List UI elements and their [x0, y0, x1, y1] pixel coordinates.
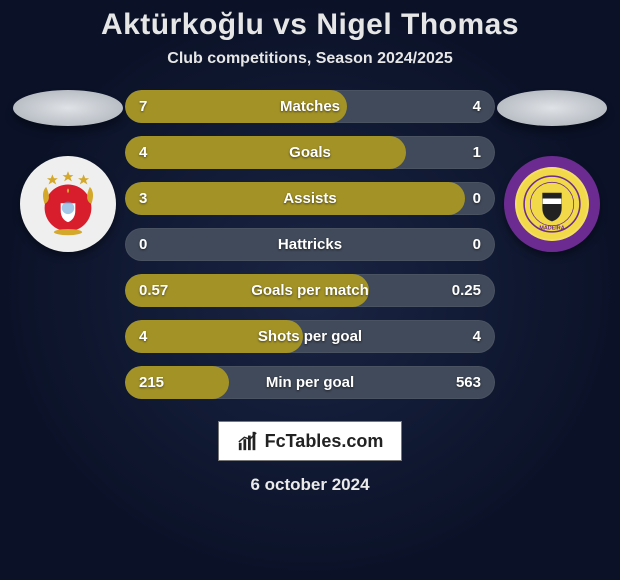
- stat-label: Shots per goal: [125, 328, 495, 345]
- stat-label: Hattricks: [125, 236, 495, 253]
- stat-row: 4Shots per goal4: [125, 320, 495, 353]
- stat-right-value: 0.25: [438, 282, 495, 299]
- stat-row: 4Goals1: [125, 136, 495, 169]
- page-title: Aktürkoğlu vs Nigel Thomas: [101, 8, 519, 42]
- brand-box[interactable]: FcTables.com: [218, 421, 403, 461]
- stat-label: Goals: [125, 144, 495, 161]
- stat-right-value: 4: [459, 328, 495, 345]
- svg-text:MADEIRA: MADEIRA: [539, 226, 564, 232]
- stat-right-value: 4: [459, 98, 495, 115]
- player-left-club-badge: [20, 156, 116, 252]
- stat-row: 0.57Goals per match0.25: [125, 274, 495, 307]
- nacional-crest-icon: MADEIRA: [521, 173, 583, 235]
- stat-row: 0Hattricks0: [125, 228, 495, 261]
- footer: FcTables.com 6 october 2024: [218, 421, 403, 495]
- stat-label: Matches: [125, 98, 495, 115]
- player-left-photo-placeholder: [13, 90, 123, 126]
- page-subtitle: Club competitions, Season 2024/2025: [167, 50, 452, 68]
- stat-label: Min per goal: [125, 374, 495, 391]
- player-right-photo-placeholder: [497, 90, 607, 126]
- chart-icon: [237, 430, 259, 452]
- player-right-column: MADEIRA: [495, 90, 609, 252]
- player-right-club-badge: MADEIRA: [504, 156, 600, 252]
- player-left-column: [11, 90, 125, 252]
- stat-right-value: 0: [459, 236, 495, 253]
- brand-text: FcTables.com: [265, 431, 384, 452]
- stat-row: 215Min per goal563: [125, 366, 495, 399]
- stats-bars: 7Matches44Goals13Assists00Hattricks00.57…: [125, 90, 495, 399]
- stat-right-value: 0: [459, 190, 495, 207]
- stat-row: 7Matches4: [125, 90, 495, 123]
- stat-label: Assists: [125, 190, 495, 207]
- comparison-main: 7Matches44Goals13Assists00Hattricks00.57…: [0, 90, 620, 399]
- benfica-crest-icon: [29, 165, 107, 243]
- nacional-crest-inner: MADEIRA: [515, 167, 589, 241]
- stat-right-value: 563: [442, 374, 495, 391]
- date-text: 6 october 2024: [250, 475, 369, 495]
- stat-right-value: 1: [459, 144, 495, 161]
- stat-row: 3Assists0: [125, 182, 495, 215]
- page-root: Aktürkoğlu vs Nigel Thomas Club competit…: [0, 0, 620, 580]
